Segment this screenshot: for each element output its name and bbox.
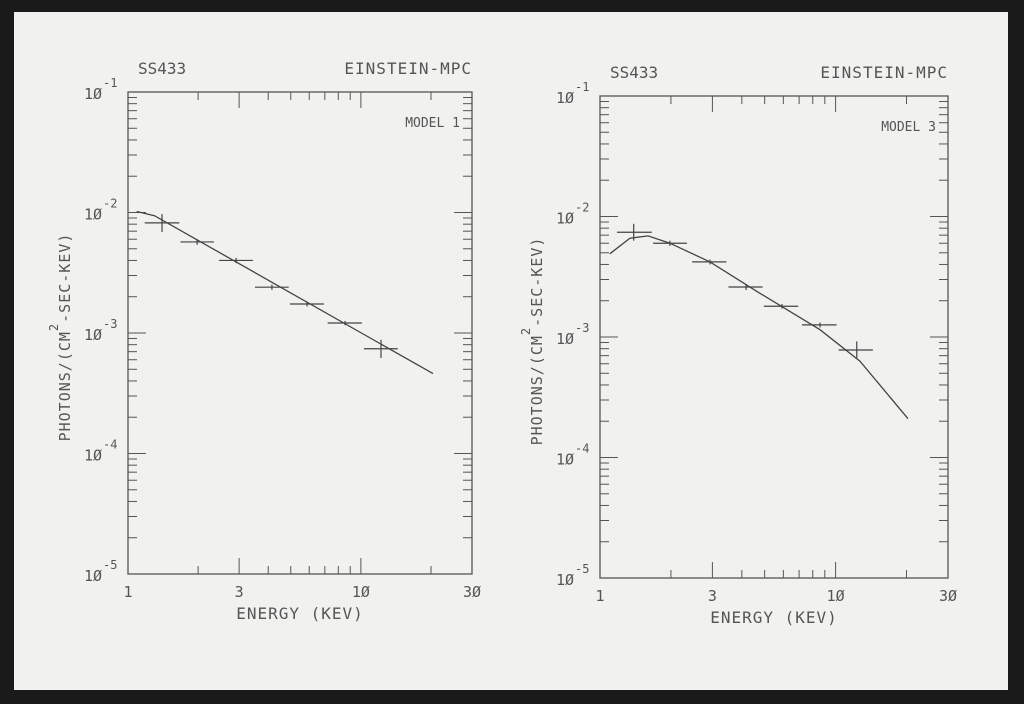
x-tick-label: 1Ø <box>827 587 845 605</box>
y-axis-label: PHOTONS/(CM2-SEC-KEV) <box>47 233 74 442</box>
y-tick-label: 1Ø <box>84 326 102 344</box>
y-axis-label-superscript: 2 <box>47 323 61 331</box>
x-tick-label: 1 <box>595 587 604 605</box>
y-tick-exponent: -4 <box>575 442 589 456</box>
y-axis-label-main: PHOTONS/(CM <box>56 331 74 441</box>
y-tick-label: 1Ø <box>556 571 574 589</box>
data-point <box>838 341 873 359</box>
y-tick-label: 1Ø <box>84 567 102 585</box>
plot-frame <box>127 91 473 575</box>
data-point <box>144 214 180 232</box>
data-point <box>254 284 289 290</box>
x-tick-label: 3Ø <box>463 583 481 601</box>
title-right: EINSTEIN-MPC <box>344 59 472 78</box>
y-axis-label-superscript: 2 <box>519 327 533 335</box>
y-tick-exponent: -2 <box>103 197 117 211</box>
y-tick-label: 1Ø <box>556 89 574 107</box>
model-annotation: MODEL 3 <box>881 120 936 135</box>
title-left: SS433 <box>610 63 658 82</box>
data-point <box>219 257 253 264</box>
y-axis-label-tail: -SEC-KEV) <box>528 237 546 327</box>
x-tick-label: 3 <box>708 587 717 605</box>
data-point <box>616 223 652 241</box>
y-tick-label: 1Ø <box>556 451 574 469</box>
y-tick-exponent: -4 <box>103 438 117 452</box>
data-point <box>728 284 763 291</box>
model-curve <box>609 235 909 420</box>
slide-paper <box>14 12 1008 690</box>
plot-frame <box>599 95 949 579</box>
data-point <box>363 339 398 359</box>
title-left: SS433 <box>138 59 186 78</box>
data-point <box>327 320 362 326</box>
x-axis-label: ENERGY (KEV) <box>236 604 364 623</box>
data-point <box>653 240 687 246</box>
data-point <box>692 259 727 265</box>
x-tick-label: 1 <box>123 583 132 601</box>
y-tick-label: 1Ø <box>84 206 102 224</box>
y-tick-label: 1Ø <box>84 85 102 103</box>
y-tick-exponent: -3 <box>575 321 589 335</box>
y-axis-label-main: PHOTONS/(CM <box>528 335 546 445</box>
x-tick-label: 3 <box>235 583 244 601</box>
data-point <box>763 303 799 309</box>
x-tick-label: 3Ø <box>939 587 957 605</box>
x-axis-label: ENERGY (KEV) <box>710 608 838 627</box>
y-axis-label-tail: -SEC-KEV) <box>56 233 74 323</box>
x-tick-label: 1Ø <box>352 583 370 601</box>
y-tick-label: 1Ø <box>556 330 574 348</box>
data-point <box>289 301 324 307</box>
y-tick-exponent: -1 <box>103 76 117 90</box>
y-tick-exponent: -3 <box>103 317 117 331</box>
data-point <box>180 239 214 245</box>
y-tick-exponent: -1 <box>575 80 589 94</box>
y-tick-exponent: -5 <box>103 558 117 572</box>
title-right: EINSTEIN-MPC <box>820 63 948 82</box>
y-tick-exponent: -5 <box>575 562 589 576</box>
y-tick-exponent: -2 <box>575 201 589 215</box>
data-point <box>801 322 837 328</box>
y-tick-label: 1Ø <box>556 210 574 228</box>
y-tick-label: 1Ø <box>84 447 102 465</box>
model-curve <box>136 210 434 375</box>
model-annotation: MODEL 1 <box>405 116 460 131</box>
y-axis-label: PHOTONS/(CM2-SEC-KEV) <box>519 237 546 446</box>
